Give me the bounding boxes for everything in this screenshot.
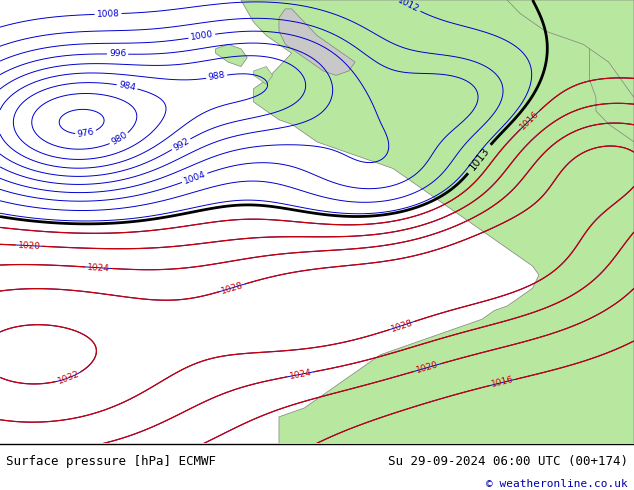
Text: 1004: 1004 <box>183 170 207 186</box>
Text: 980: 980 <box>110 131 129 147</box>
Polygon shape <box>254 67 273 84</box>
Polygon shape <box>241 0 634 443</box>
Text: 988: 988 <box>207 71 226 82</box>
Text: Surface pressure [hPa] ECMWF: Surface pressure [hPa] ECMWF <box>6 455 216 467</box>
Text: 1024: 1024 <box>288 368 313 381</box>
Text: 1000: 1000 <box>190 30 214 42</box>
Polygon shape <box>279 9 355 75</box>
Text: 996: 996 <box>109 49 126 59</box>
Text: 1020: 1020 <box>415 360 439 375</box>
Text: 984: 984 <box>118 80 136 93</box>
Polygon shape <box>216 44 247 67</box>
Text: © weatheronline.co.uk: © weatheronline.co.uk <box>486 479 628 490</box>
Text: 1013: 1013 <box>467 146 491 172</box>
Text: 976: 976 <box>77 127 95 139</box>
Text: 1008: 1008 <box>96 9 120 19</box>
Text: 1012: 1012 <box>396 0 420 14</box>
Text: Su 29-09-2024 06:00 UTC (00+174): Su 29-09-2024 06:00 UTC (00+174) <box>387 455 628 467</box>
Text: 1032: 1032 <box>56 369 81 386</box>
Text: 1016: 1016 <box>491 375 515 390</box>
Polygon shape <box>590 0 634 142</box>
Text: 1016: 1016 <box>519 109 541 131</box>
Text: 1028: 1028 <box>220 280 244 295</box>
Text: 1024: 1024 <box>87 263 110 273</box>
Text: 1020: 1020 <box>17 241 41 251</box>
Polygon shape <box>507 0 634 98</box>
Text: 1028: 1028 <box>389 318 414 334</box>
Text: 992: 992 <box>171 136 191 152</box>
